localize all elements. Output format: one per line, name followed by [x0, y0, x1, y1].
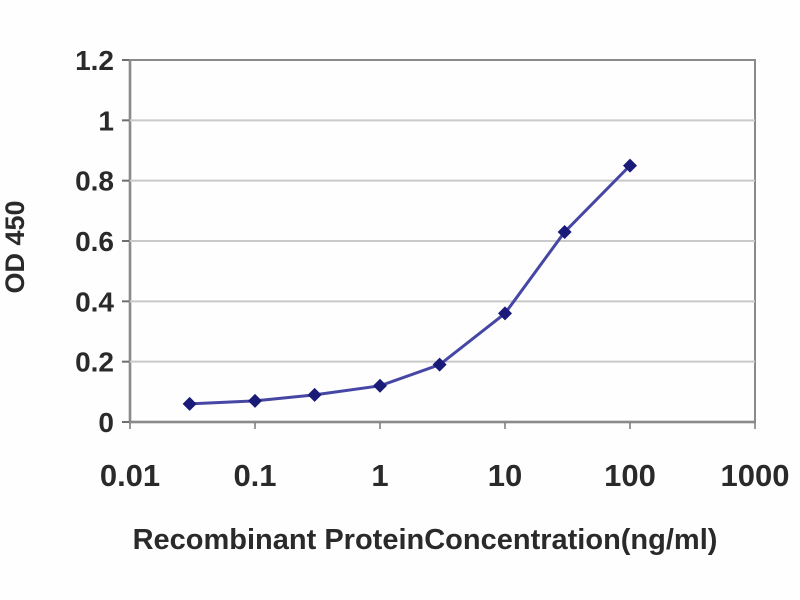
x-tick-label: 1 — [371, 458, 388, 493]
x-tick-label: 100 — [604, 458, 656, 493]
data-point-marker — [248, 393, 262, 408]
y-tick-label: 0.8 — [75, 166, 114, 197]
data-point-marker — [557, 224, 572, 239]
x-tick-label: 10 — [488, 458, 522, 493]
y-tick-label: 1.2 — [75, 45, 114, 76]
y-tick-label: 0.4 — [75, 286, 114, 317]
y-axis-title: OD 450 — [0, 200, 30, 293]
y-tick-label: 0.2 — [75, 347, 114, 378]
y-tick-label: 1 — [98, 105, 114, 136]
x-axis-title: Recombinant ProteinConcentration(ng/ml) — [133, 524, 718, 556]
data-point-marker — [307, 387, 322, 402]
data-point-marker — [432, 357, 447, 372]
data-point-marker — [373, 378, 387, 393]
x-tick-label: 0.1 — [233, 458, 276, 493]
data-line — [189, 164, 632, 406]
data-point-marker — [182, 396, 197, 411]
x-tick-label: 1000 — [721, 458, 790, 493]
x-tick-label: 0.01 — [100, 458, 160, 493]
data-point-marker — [623, 158, 637, 173]
data-point-marker — [498, 306, 512, 321]
y-tick-label: 0.6 — [75, 226, 114, 257]
y-tick-label: 0 — [98, 407, 114, 438]
